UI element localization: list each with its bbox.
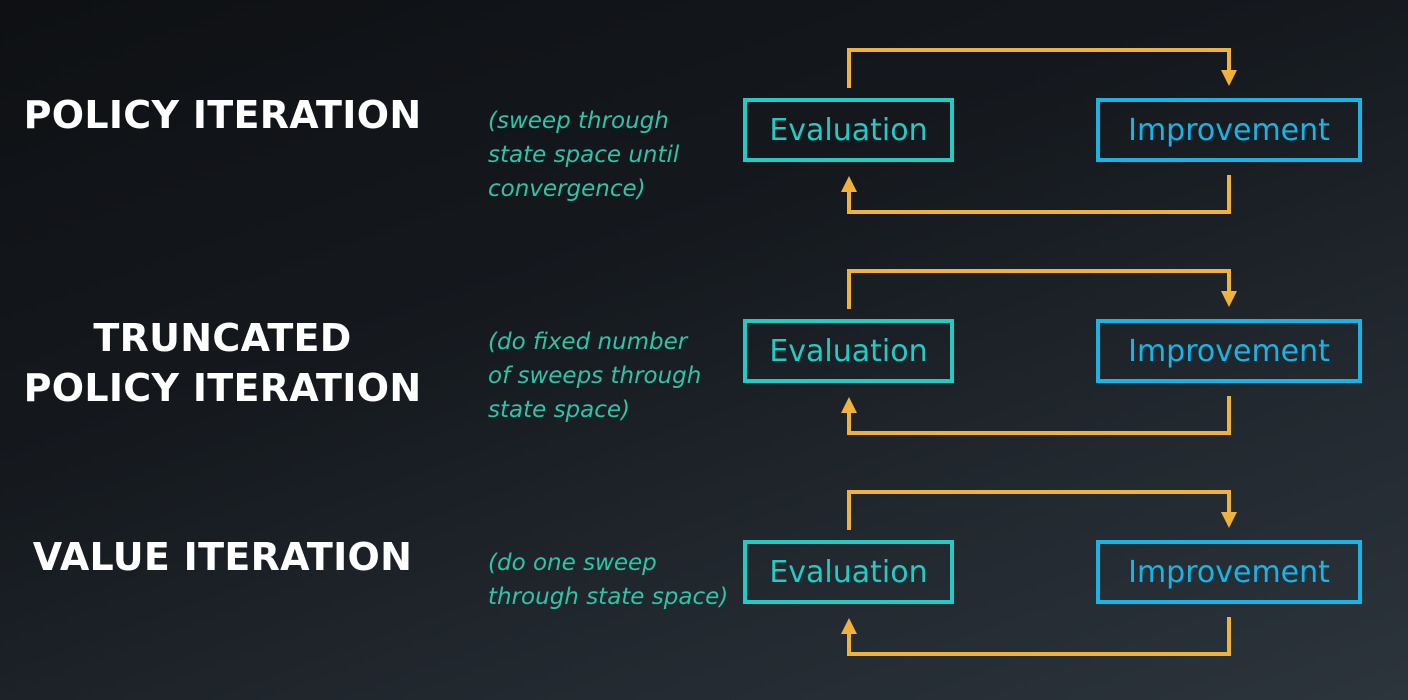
arrow-evaluation-to-improvement (847, 269, 1231, 309)
method-title-line: POLICY ITERATION (23, 366, 422, 410)
method-row-value-iteration: VALUE ITERATION (do one sweep through st… (0, 442, 1408, 662)
arrow-improvement-to-evaluation (847, 396, 1231, 435)
method-title-line: TRUNCATED (93, 316, 352, 360)
arrowhead-down-icon (1221, 70, 1237, 86)
method-row-policy-iteration: POLICY ITERATION (sweep through state sp… (0, 0, 1408, 220)
cycle-arrows (841, 48, 1237, 214)
evaluation-box: Evaluation (743, 98, 954, 162)
evaluation-label: Evaluation (769, 333, 928, 369)
method-note: (do fixed number of sweeps through state… (488, 325, 738, 427)
cycle-arrows (841, 269, 1237, 435)
method-note: (do one sweep through state space) (488, 546, 738, 614)
improvement-label: Improvement (1128, 112, 1330, 148)
arrow-evaluation-to-improvement (847, 48, 1231, 88)
improvement-label: Improvement (1128, 554, 1330, 590)
method-note-line: of sweeps through (488, 363, 702, 389)
evaluation-label: Evaluation (769, 112, 928, 148)
arrow-evaluation-to-improvement (847, 490, 1231, 530)
method-note-line: through state space) (488, 584, 729, 610)
improvement-box: Improvement (1096, 98, 1362, 162)
method-note-line: convergence) (488, 176, 646, 202)
evaluation-label: Evaluation (769, 554, 928, 590)
method-title: TRUNCATED POLICY ITERATION (20, 313, 425, 413)
arrowhead-up-icon (841, 618, 857, 634)
method-note: (sweep through state space until converg… (488, 104, 738, 206)
improvement-box: Improvement (1096, 540, 1362, 604)
improvement-box: Improvement (1096, 319, 1362, 383)
method-note-line: (do one sweep (488, 550, 657, 576)
method-note-line: (do fixed number (488, 329, 688, 355)
cycle-arrows (841, 490, 1237, 656)
evaluation-box: Evaluation (743, 319, 954, 383)
method-note-line: (sweep through (488, 108, 669, 134)
method-row-truncated-policy-iteration: TRUNCATED POLICY ITERATION (do fixed num… (0, 221, 1408, 441)
arrow-improvement-to-evaluation (847, 617, 1231, 656)
method-title-line: VALUE ITERATION (32, 535, 413, 579)
improvement-label: Improvement (1128, 333, 1330, 369)
method-title: POLICY ITERATION (20, 90, 425, 140)
arrowhead-up-icon (841, 397, 857, 413)
method-title-line: POLICY ITERATION (23, 93, 422, 137)
evaluation-box: Evaluation (743, 540, 954, 604)
method-title: VALUE ITERATION (20, 532, 425, 582)
arrowhead-up-icon (841, 176, 857, 192)
arrow-improvement-to-evaluation (847, 175, 1231, 214)
method-note-line: state space) (488, 397, 631, 423)
arrowhead-down-icon (1221, 291, 1237, 307)
method-note-line: state space until (488, 142, 680, 168)
arrowhead-down-icon (1221, 512, 1237, 528)
